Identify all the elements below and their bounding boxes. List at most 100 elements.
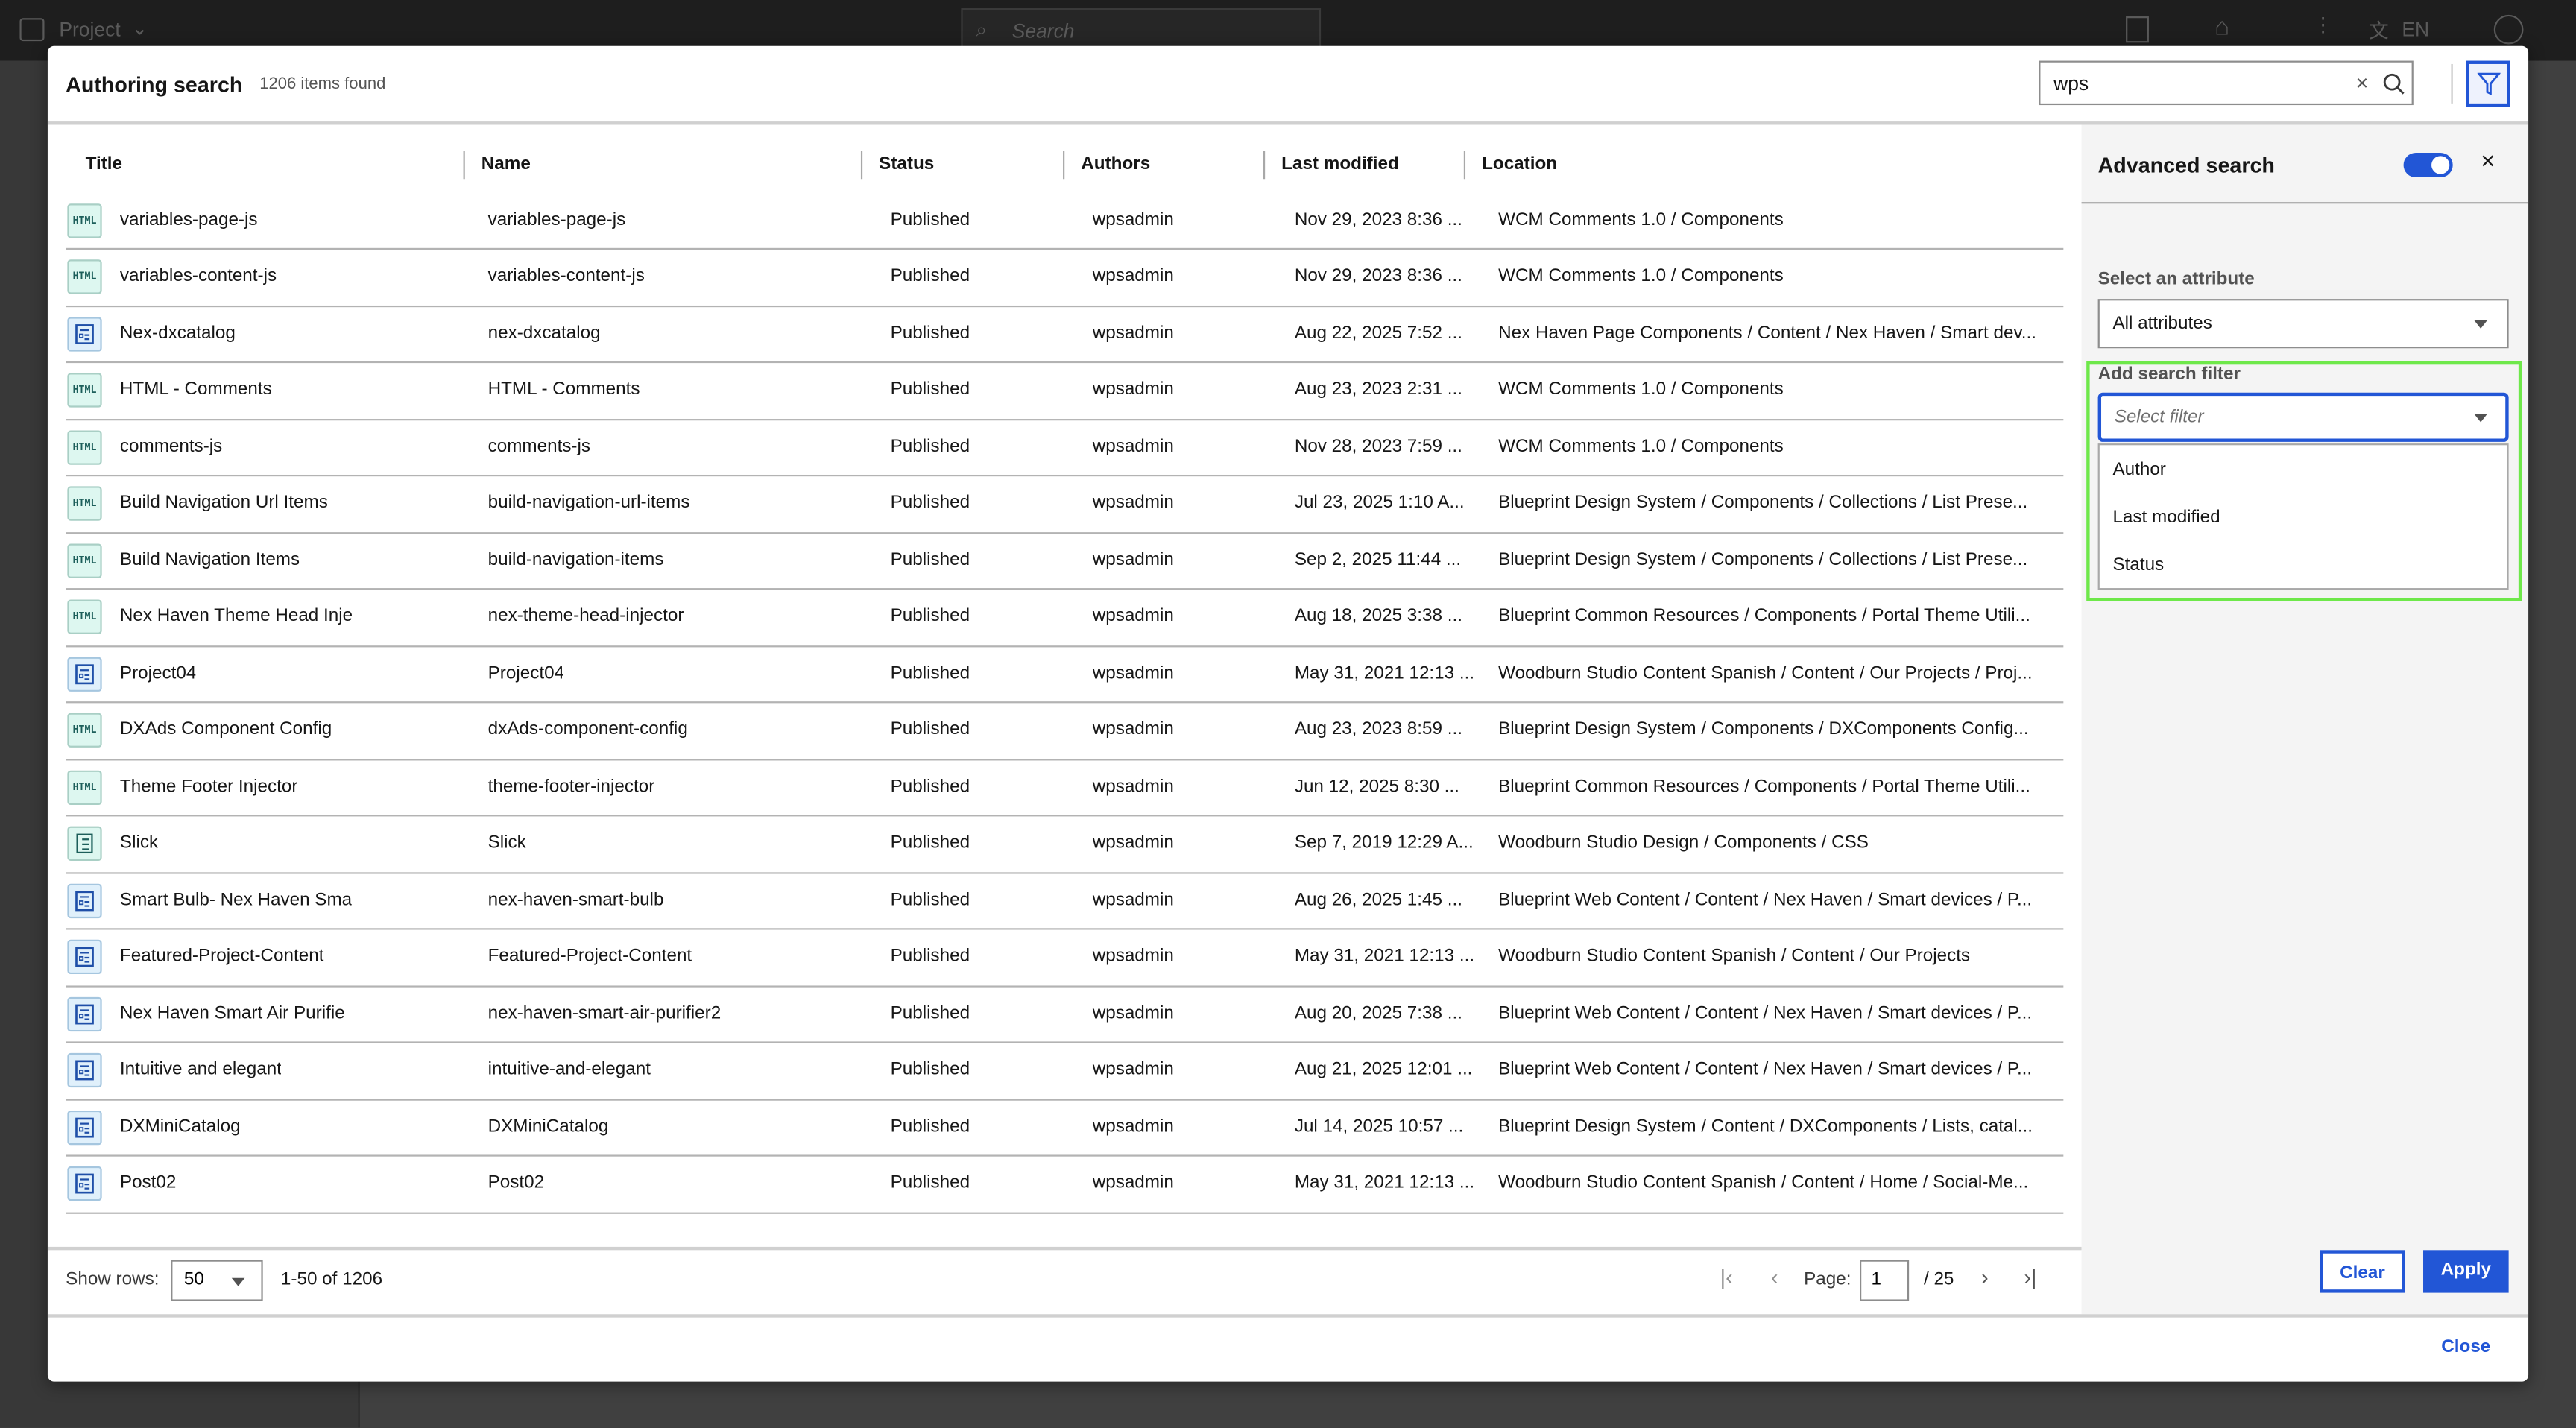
column-separator[interactable] <box>1263 151 1266 180</box>
cell-name[interactable]: nex-haven-smart-air-purifier2 <box>487 1002 722 1023</box>
cell-title[interactable]: DXAds Component Config <box>119 719 332 739</box>
table-row[interactable]: HTML Build Navigation Url Items build-navi… <box>66 476 2064 534</box>
cell-name[interactable]: intuitive-and-elegant <box>487 1059 651 1080</box>
column-header-last-modified[interactable]: Last modified <box>1281 154 1399 174</box>
filter-option-status[interactable]: Status <box>2112 555 2165 575</box>
table-row[interactable]: HTML variables-content-js variables-conten… <box>66 250 2064 307</box>
cell-name[interactable]: variables-content-js <box>487 266 645 286</box>
cell-author: wpsadmin <box>1092 719 1174 739</box>
table-row[interactable]: HTML Theme Footer Injector theme-footer-in… <box>66 759 2064 817</box>
user-avatar-icon[interactable] <box>2493 14 2524 45</box>
table-row[interactable]: Slick Slick Published wpsadmin Sep 7, 2019 1… <box>66 816 2064 873</box>
cell-name[interactable]: nex-haven-smart-bulb <box>487 889 664 909</box>
apply-button[interactable]: Apply <box>2423 1250 2509 1293</box>
table-row[interactable]: HTML variables-page-js variables-page-js Pu… <box>66 193 2064 250</box>
column-separator[interactable] <box>1463 151 1466 180</box>
cell-title[interactable]: Build Navigation Url Items <box>119 493 328 513</box>
column-separator[interactable] <box>860 151 863 180</box>
cell-name[interactable]: Slick <box>487 833 526 853</box>
table-row[interactable]: Nex Haven Smart Air Purifie nex-haven-sma… <box>66 987 2064 1043</box>
cell-title[interactable]: Build Navigation Items <box>119 549 300 569</box>
cell-status: Published <box>890 946 970 966</box>
column-header-title[interactable]: Title <box>85 154 123 174</box>
cell-title[interactable]: Nex Haven Theme Head Inje <box>119 606 353 626</box>
cell-title[interactable]: Intuitive and elegant <box>119 1059 282 1080</box>
table-row[interactable]: Featured-Project-Content Featured-Project… <box>66 930 2064 987</box>
save-icon[interactable] <box>2126 16 2149 43</box>
cell-title[interactable]: DXMiniCatalog <box>119 1116 241 1137</box>
clear-search-icon[interactable]: × <box>2355 70 2369 95</box>
cell-name[interactable]: build-navigation-url-items <box>487 493 690 513</box>
advanced-filter-button[interactable] <box>2466 60 2510 107</box>
table-row[interactable]: Smart Bulb- Nex Haven Sma nex-haven-smart… <box>66 873 2064 930</box>
cell-title[interactable]: Theme Footer Injector <box>119 776 298 796</box>
column-header-authors[interactable]: Authors <box>1081 154 1151 174</box>
close-dialog-button[interactable]: Close <box>2441 1337 2491 1357</box>
cell-name[interactable]: build-navigation-items <box>487 549 664 569</box>
cell-title[interactable]: Featured-Project-Content <box>119 946 324 966</box>
cell-modified: May 31, 2021 12:13 ... <box>1294 1172 1475 1193</box>
search-input[interactable]: wps × <box>2039 60 2414 106</box>
cell-name[interactable]: comments-js <box>487 436 591 456</box>
language-menu[interactable]: EN <box>2402 18 2430 42</box>
column-header-status[interactable]: Status <box>879 154 935 174</box>
content-item-icon <box>67 1109 102 1145</box>
rows-per-page-select[interactable]: 50 <box>171 1260 263 1301</box>
cell-title[interactable]: Post02 <box>119 1172 177 1193</box>
home-icon[interactable]: ⌂ <box>2214 13 2230 42</box>
cell-title[interactable]: HTML - Comments <box>119 379 272 399</box>
table-row[interactable]: HTML HTML - Comments HTML - Comments Publis… <box>66 363 2064 420</box>
table-row[interactable]: HTML DXAds Component Config dxAds-componen… <box>66 703 2064 760</box>
next-page-icon[interactable]: › <box>1981 1265 1989 1290</box>
filter-option-last-modified[interactable]: Last modified <box>2112 508 2220 528</box>
cell-title[interactable]: Nex-dxcatalog <box>119 323 236 343</box>
project-icon <box>19 18 45 42</box>
cell-name[interactable]: DXMiniCatalog <box>487 1116 609 1137</box>
column-header-location[interactable]: Location <box>1482 154 1558 174</box>
clear-button[interactable]: Clear <box>2320 1250 2405 1293</box>
cell-name[interactable]: nex-theme-head-injector <box>487 606 684 626</box>
close-panel-icon[interactable]: × <box>2481 148 2496 176</box>
cell-name[interactable]: nex-dxcatalog <box>487 323 601 343</box>
cell-name[interactable]: dxAds-component-config <box>487 719 688 739</box>
document-list-icon <box>67 826 102 861</box>
table-row[interactable]: HTML Build Navigation Items build-navigati… <box>66 533 2064 590</box>
cell-title[interactable]: Nex Haven Smart Air Purifie <box>119 1002 345 1023</box>
column-separator[interactable] <box>463 151 465 180</box>
divider <box>2451 63 2453 104</box>
table-row[interactable]: Project04 Project04 Published wpsadmin May 3… <box>66 646 2064 704</box>
cell-name[interactable]: Project04 <box>487 663 565 683</box>
cell-title[interactable]: comments-js <box>119 436 223 456</box>
html-file-icon: HTML <box>67 769 102 804</box>
cell-name[interactable]: theme-footer-injector <box>487 776 655 796</box>
advanced-search-toggle[interactable] <box>2403 152 2453 178</box>
previous-page-icon[interactable]: ‹ <box>1770 1265 1778 1290</box>
more-options-icon[interactable]: ⋮ <box>2313 13 2333 37</box>
last-page-icon[interactable]: ›| <box>2024 1265 2037 1290</box>
column-header-name[interactable]: Name <box>481 154 531 174</box>
table-row[interactable]: DXMiniCatalog DXMiniCatalog Published wpsad… <box>66 1100 2064 1157</box>
cell-title[interactable]: Slick <box>119 833 159 853</box>
page-number-input[interactable]: 1 <box>1860 1260 1910 1301</box>
table-row[interactable]: Nex-dxcatalog nex-dxcatalog Published wpsad… <box>66 306 2064 364</box>
first-page-icon[interactable]: |‹ <box>1720 1265 1733 1290</box>
cell-title[interactable]: Smart Bulb- Nex Haven Sma <box>119 889 353 909</box>
cell-name[interactable]: Featured-Project-Content <box>487 946 692 966</box>
project-menu[interactable]: Project <box>59 18 121 42</box>
cell-name[interactable]: variables-page-js <box>487 209 626 230</box>
table-row[interactable]: HTML Nex Haven Theme Head Inje nex-theme-h… <box>66 590 2064 647</box>
cell-name[interactable]: Post02 <box>487 1172 545 1193</box>
search-icon[interactable] <box>2382 72 2405 95</box>
table-row[interactable]: Post02 Post02 Published wpsadmin May 31, 202… <box>66 1157 2064 1213</box>
cell-name[interactable]: HTML - Comments <box>487 379 640 399</box>
table-row[interactable]: HTML comments-js comments-js Published wpsad… <box>66 420 2064 477</box>
cell-title[interactable]: variables-page-js <box>119 209 258 230</box>
filter-select[interactable]: Select filter <box>2097 392 2509 442</box>
cell-title[interactable]: Project04 <box>119 663 197 683</box>
table-row[interactable]: Intuitive and elegant intuitive-and-elega… <box>66 1043 2064 1100</box>
column-separator[interactable] <box>1063 151 1065 180</box>
cell-title[interactable]: variables-content-js <box>119 266 277 286</box>
items-found-count: 1206 items found <box>259 75 386 94</box>
filter-option-author[interactable]: Author <box>2112 460 2166 480</box>
attribute-select[interactable]: All attributes <box>2097 299 2509 349</box>
